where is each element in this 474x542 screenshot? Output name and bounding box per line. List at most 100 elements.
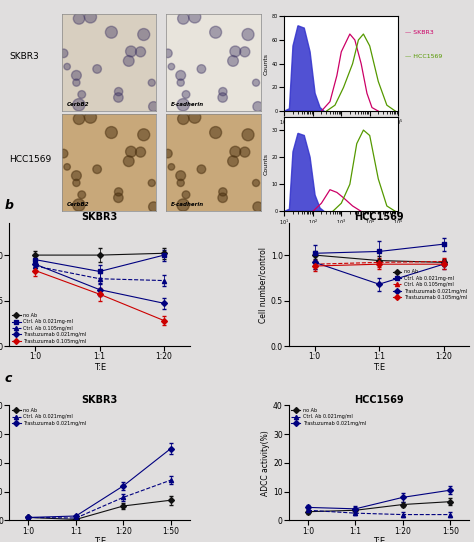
Point xyxy=(179,100,187,109)
Y-axis label: Counts: Counts xyxy=(264,53,269,75)
Point xyxy=(177,178,184,187)
Point xyxy=(125,157,133,165)
Point xyxy=(198,165,205,173)
Point xyxy=(115,193,122,202)
Point xyxy=(168,163,175,171)
Point xyxy=(73,71,80,80)
Point xyxy=(219,188,227,196)
Point xyxy=(93,64,101,73)
Point xyxy=(177,78,184,87)
Point xyxy=(150,102,157,111)
Text: — HCC1569: — HCC1569 xyxy=(405,54,443,60)
Point xyxy=(182,90,190,99)
Point xyxy=(115,93,122,102)
Point xyxy=(108,128,115,137)
Point xyxy=(64,62,71,71)
Point xyxy=(191,113,199,121)
Point xyxy=(182,190,190,199)
Point xyxy=(254,203,262,211)
X-axis label: T:E: T:E xyxy=(93,537,106,542)
Text: a: a xyxy=(0,0,9,2)
Point xyxy=(241,148,248,157)
Legend: no Ab, Ctrl. Ab 0.021mg-ml, Ctrl. Ab 0.105mg/ml, Trastuzumab 0.021mg/ml, Trastuz: no Ab, Ctrl. Ab 0.021mg-ml, Ctrl. Ab 0.1… xyxy=(392,269,467,300)
Point xyxy=(229,157,237,165)
Point xyxy=(87,113,94,121)
Point xyxy=(64,163,71,171)
Point xyxy=(78,90,85,99)
Polygon shape xyxy=(284,25,324,111)
Text: — SKBR3: — SKBR3 xyxy=(405,30,434,35)
Point xyxy=(140,131,147,139)
Point xyxy=(252,79,260,87)
Point xyxy=(198,64,205,73)
Point xyxy=(254,102,262,111)
X-axis label: CerbB2: CerbB2 xyxy=(328,128,355,137)
Point xyxy=(164,149,172,158)
X-axis label: T:E: T:E xyxy=(373,363,385,372)
Point xyxy=(231,147,239,156)
Y-axis label: ADCC activity(%): ADCC activity(%) xyxy=(261,430,270,496)
Point xyxy=(150,203,157,211)
Point xyxy=(219,93,227,102)
Point xyxy=(241,48,248,56)
Point xyxy=(140,30,147,39)
Point xyxy=(244,131,252,139)
Text: HCC1569: HCC1569 xyxy=(9,156,52,164)
Point xyxy=(73,78,80,87)
Point xyxy=(115,87,122,96)
Point xyxy=(93,165,101,173)
Point xyxy=(75,14,83,23)
Point xyxy=(244,30,252,39)
Point xyxy=(78,190,85,199)
X-axis label: T:E: T:E xyxy=(373,537,385,542)
Point xyxy=(180,14,187,23)
Text: c: c xyxy=(5,372,12,385)
Point xyxy=(60,149,67,158)
Point xyxy=(229,56,237,65)
Text: b: b xyxy=(5,199,14,212)
Point xyxy=(75,114,83,123)
Point xyxy=(127,47,135,56)
Point xyxy=(231,47,239,56)
Point xyxy=(73,178,80,187)
Point xyxy=(60,49,67,57)
Point xyxy=(137,148,144,157)
Point xyxy=(212,28,219,36)
Y-axis label: Counts: Counts xyxy=(264,153,269,175)
Text: E-cadherin: E-cadherin xyxy=(171,102,204,107)
Point xyxy=(168,62,175,71)
Point xyxy=(191,12,199,21)
Point xyxy=(127,147,135,156)
Text: E-cadherin: E-cadherin xyxy=(171,203,204,208)
Point xyxy=(177,171,184,180)
X-axis label: E-cadherin: E-cadherin xyxy=(321,228,362,237)
Legend: no Ab, Ctrl. Ab 0.021mg/ml, Trastuzumab 0.021mg/ml: no Ab, Ctrl. Ab 0.021mg/ml, Trastuzumab … xyxy=(12,408,86,426)
Polygon shape xyxy=(284,133,324,211)
Text: SKBR3: SKBR3 xyxy=(9,53,39,61)
Legend: no Ab, Ctrl. Ab 0.021mg-ml, Ctrl. Ab 0.105mg/ml, Trastuzumab 0.021mg/ml, Trastuz: no Ab, Ctrl. Ab 0.021mg-ml, Ctrl. Ab 0.1… xyxy=(12,313,86,344)
Point xyxy=(252,179,260,188)
Point xyxy=(180,114,187,123)
Y-axis label: Cell number/control: Cell number/control xyxy=(259,247,268,322)
Title: HCC1569: HCC1569 xyxy=(354,395,404,405)
Point xyxy=(137,48,144,56)
Legend: no Ab, Ctrl. Ab 0.021mg/ml, Trastuzumab 0.021mg/ml: no Ab, Ctrl. Ab 0.021mg/ml, Trastuzumab … xyxy=(292,408,365,426)
Text: CerbB2: CerbB2 xyxy=(66,203,89,208)
Point xyxy=(87,12,94,21)
Point xyxy=(73,171,80,180)
Title: SKBR3: SKBR3 xyxy=(82,395,118,405)
Text: CerbB2: CerbB2 xyxy=(66,102,89,107)
X-axis label: T:E: T:E xyxy=(93,363,106,372)
Point xyxy=(219,193,227,202)
Title: SKBR3: SKBR3 xyxy=(82,212,118,222)
Point xyxy=(148,79,155,87)
Point xyxy=(164,49,172,57)
Point xyxy=(177,71,184,80)
Title: HCC1569: HCC1569 xyxy=(354,212,404,222)
Point xyxy=(125,56,133,65)
Point xyxy=(219,87,227,96)
Point xyxy=(75,100,82,109)
Point xyxy=(108,28,115,36)
Point xyxy=(115,188,122,196)
Point xyxy=(148,179,155,188)
